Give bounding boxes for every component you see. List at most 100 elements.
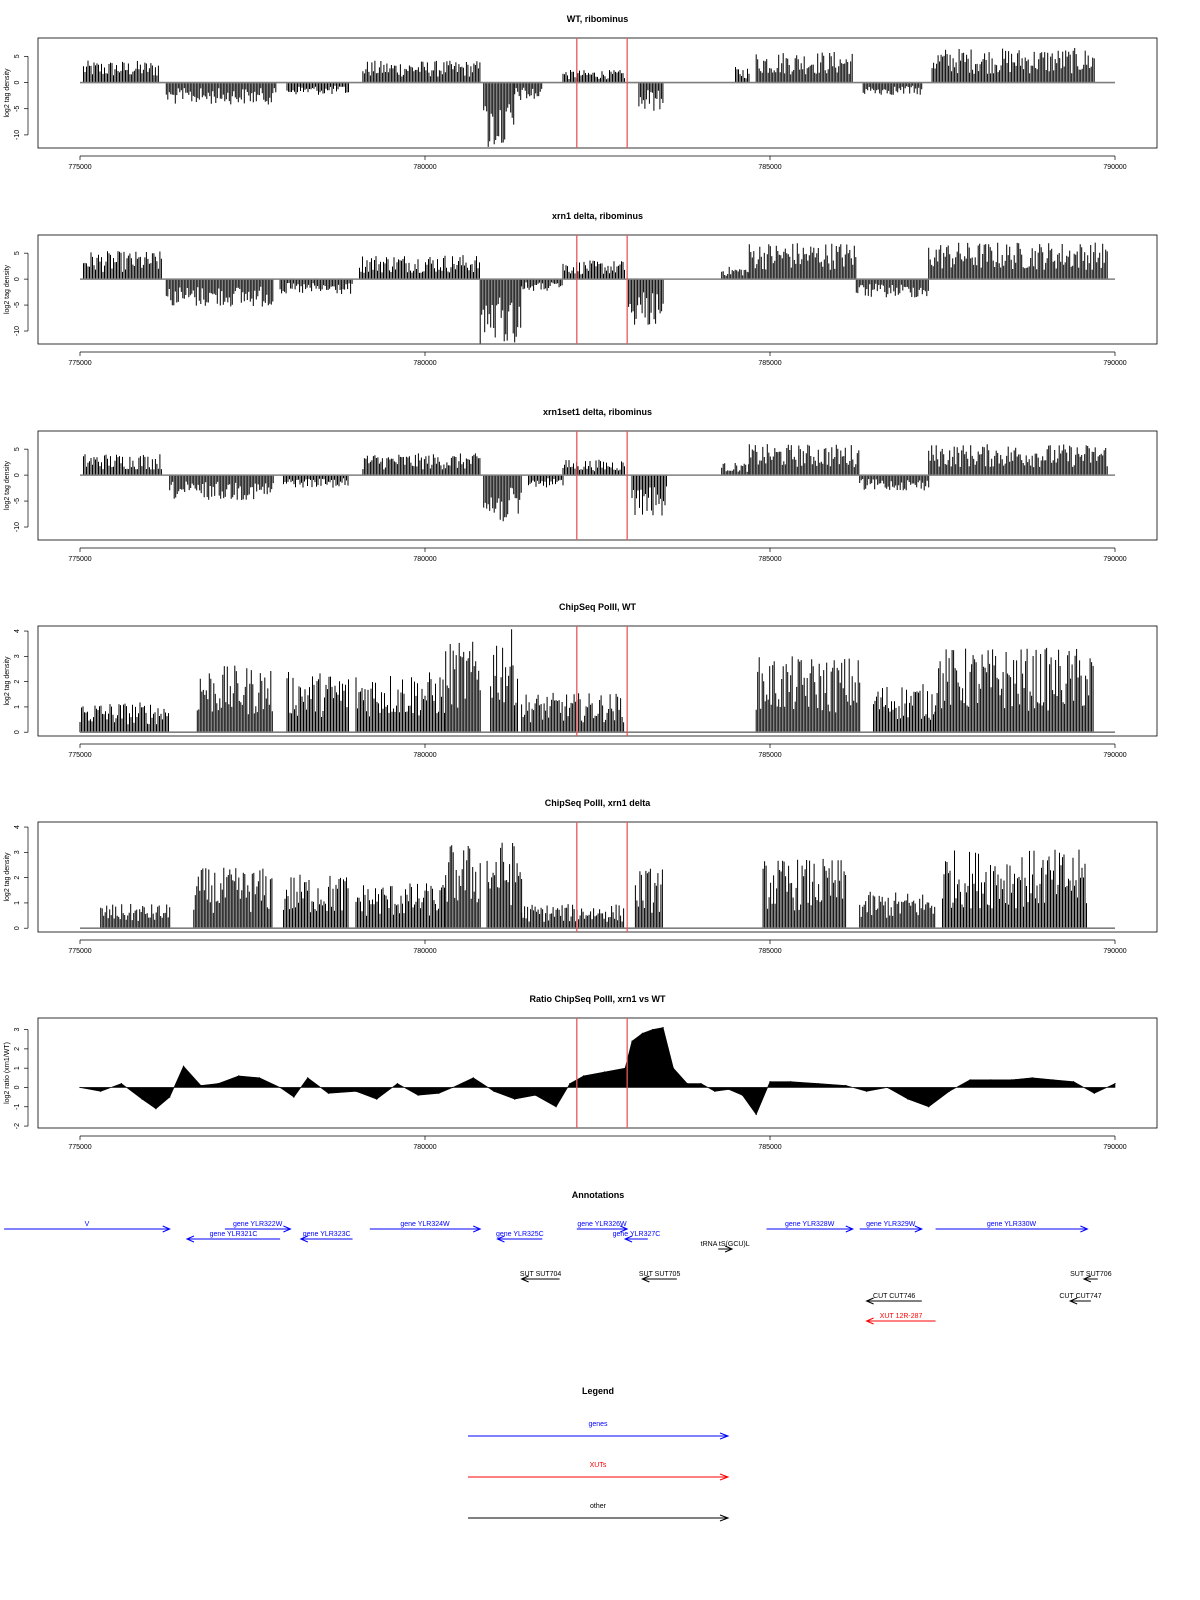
arrow-right-icon bbox=[283, 1225, 292, 1233]
feature-label: tRNA tS(GCU)L bbox=[701, 1241, 750, 1248]
density-bars bbox=[859, 891, 936, 929]
density-bars bbox=[83, 454, 162, 476]
density-bars bbox=[928, 444, 1108, 476]
density-bars bbox=[283, 874, 349, 929]
ratio-point bbox=[652, 1029, 654, 1031]
feature-label: XUT 12R-287 bbox=[880, 1313, 923, 1320]
feature-label: gene YLR324W bbox=[400, 1221, 450, 1228]
arrow-left-icon bbox=[185, 1235, 195, 1243]
density-segment bbox=[928, 444, 1108, 476]
ratio-point bbox=[472, 1077, 474, 1079]
feature-arrow: gene YLR323C bbox=[299, 1231, 353, 1243]
chart-panel-3: xrn1set1 delta, ribominus -10 -5 0 5 log2 tag… bbox=[4, 407, 1158, 563]
x-tick-label: 785000 bbox=[758, 556, 781, 563]
density-segment bbox=[100, 904, 171, 929]
x-tick-label: 790000 bbox=[1103, 164, 1126, 171]
feature-arrow: gene YLR324W bbox=[369, 1221, 482, 1233]
plot-frame bbox=[37, 234, 1158, 345]
ratio-point bbox=[866, 1090, 868, 1092]
y-tick-label: -5 bbox=[14, 106, 21, 112]
plot-frame bbox=[37, 625, 1158, 737]
ratio-point bbox=[217, 1083, 219, 1085]
density-bars bbox=[445, 845, 481, 929]
chart-title: Ratio ChipSeq PolII, xrn1 vs WT bbox=[529, 994, 666, 1004]
arrow-right-icon bbox=[162, 1225, 171, 1233]
ratio-point bbox=[624, 1067, 626, 1069]
legend-label: XUTs bbox=[590, 1462, 607, 1469]
density-bars bbox=[355, 672, 445, 733]
y-tick-label: 4 bbox=[14, 629, 21, 633]
ratio-point bbox=[293, 1096, 295, 1098]
feature-arrow: gene YLR330W bbox=[935, 1221, 1089, 1233]
density-bars bbox=[279, 279, 353, 294]
y-tick-label: 3 bbox=[14, 850, 21, 854]
feature-arrow: CUT CUT746 bbox=[865, 1293, 922, 1305]
density-bars bbox=[165, 82, 277, 105]
feature-label: SUT SUT705 bbox=[639, 1271, 681, 1278]
feature-label: V bbox=[85, 1221, 90, 1228]
feature-arrow: tRNA tS(GCU)L bbox=[701, 1241, 750, 1253]
x-tick-label: 775000 bbox=[68, 752, 91, 759]
density-segment bbox=[83, 454, 162, 476]
x-tick-label: 775000 bbox=[68, 360, 91, 367]
density-segment bbox=[83, 251, 162, 280]
density-bars bbox=[521, 279, 563, 291]
density-segment bbox=[942, 849, 1087, 929]
annotations-title: Annotations bbox=[572, 1190, 625, 1200]
arrow-right-icon bbox=[914, 1225, 924, 1233]
ratio-point bbox=[396, 1083, 398, 1085]
y-tick-label: 0 bbox=[14, 277, 21, 281]
ratio-area bbox=[79, 1027, 1116, 1116]
x-tick-label: 775000 bbox=[68, 948, 91, 955]
density-segment bbox=[928, 242, 1108, 280]
feature-arrow: gene YLR321C bbox=[185, 1231, 281, 1243]
ratio-point bbox=[631, 1040, 633, 1042]
x-tick-label: 785000 bbox=[758, 164, 781, 171]
x-tick-label: 780000 bbox=[413, 164, 436, 171]
density-segment bbox=[562, 70, 625, 83]
ratio-point bbox=[120, 1083, 122, 1085]
x-tick-label: 790000 bbox=[1103, 948, 1126, 955]
ratio-point bbox=[141, 1098, 143, 1100]
y-tick-label: 5 bbox=[14, 447, 21, 451]
y-tick-label: 1 bbox=[14, 1066, 21, 1070]
feature-label: gene YLR330W bbox=[987, 1221, 1037, 1228]
chart-panel-2: xrn1 delta, ribominus -10 -5 0 5 log2 tag den… bbox=[4, 211, 1158, 367]
density-bars bbox=[100, 904, 171, 929]
y-tick-label: 2 bbox=[14, 680, 21, 684]
density-bars bbox=[855, 279, 929, 298]
feature-arrow: XUT 12R-287 bbox=[865, 1313, 936, 1325]
density-segment bbox=[445, 845, 481, 929]
density-segment bbox=[562, 459, 625, 476]
ratio-point bbox=[155, 1108, 157, 1110]
x-tick-label: 785000 bbox=[758, 948, 781, 955]
ratio-point bbox=[1031, 1077, 1033, 1079]
density-segment bbox=[193, 867, 273, 929]
y-axis-label: log2 tag density bbox=[4, 68, 11, 118]
density-segment bbox=[859, 475, 930, 491]
arrow-left-icon bbox=[299, 1235, 308, 1243]
density-segment bbox=[748, 444, 860, 476]
arrow-left-icon bbox=[496, 1235, 505, 1243]
density-bars bbox=[355, 883, 445, 929]
feature-label: SUT SUT704 bbox=[520, 1271, 562, 1278]
x-tick-label: 775000 bbox=[68, 1144, 91, 1151]
feature-arrow: gene YLR329W bbox=[859, 1221, 924, 1233]
feature-label: gene YLR326W bbox=[577, 1221, 627, 1228]
chart-panel-4: ChipSeq PolII, WT 0 1 2 3 4 log2 tag density 77… bbox=[4, 602, 1158, 759]
density-bars bbox=[362, 60, 481, 83]
density-segment bbox=[514, 82, 543, 100]
density-bars bbox=[873, 684, 936, 733]
density-segment bbox=[445, 641, 481, 733]
ratio-point bbox=[169, 1096, 171, 1098]
chart-title: WT, ribominus bbox=[567, 14, 629, 24]
arrow-right-icon bbox=[724, 1245, 734, 1253]
ratio-point bbox=[279, 1086, 281, 1089]
ratio-point bbox=[907, 1098, 909, 1100]
x-tick-label: 775000 bbox=[68, 164, 91, 171]
density-segment bbox=[355, 883, 445, 929]
ratio-point bbox=[700, 1083, 702, 1085]
legend-label: genes bbox=[588, 1421, 608, 1428]
y-tick-label: 2 bbox=[14, 876, 21, 880]
x-tick-label: 790000 bbox=[1103, 752, 1126, 759]
